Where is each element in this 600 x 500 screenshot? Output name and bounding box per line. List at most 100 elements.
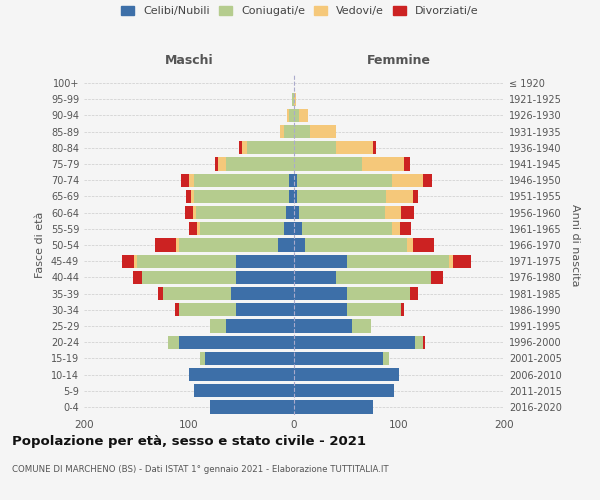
Bar — [449, 254, 452, 268]
Y-axis label: Anni di nascita: Anni di nascita — [570, 204, 580, 286]
Bar — [400, 222, 410, 235]
Bar — [294, 336, 415, 349]
Bar — [294, 384, 394, 398]
Bar — [294, 222, 302, 235]
Bar — [294, 303, 347, 316]
Bar — [297, 174, 392, 187]
Bar — [362, 158, 404, 170]
Bar — [294, 92, 296, 106]
Bar — [352, 320, 371, 332]
Bar — [284, 125, 294, 138]
Bar — [294, 141, 336, 154]
Bar — [297, 190, 386, 203]
Bar — [179, 303, 236, 316]
Bar — [294, 368, 399, 381]
Bar — [189, 174, 194, 187]
Bar — [452, 254, 472, 268]
Bar — [142, 270, 236, 284]
Bar — [294, 287, 347, 300]
Bar — [137, 254, 236, 268]
Bar — [181, 174, 189, 187]
Bar — [294, 125, 310, 138]
Bar — [305, 238, 407, 252]
Bar — [294, 238, 305, 252]
Bar — [302, 222, 392, 235]
Bar — [157, 287, 163, 300]
Bar — [386, 190, 413, 203]
Bar — [226, 158, 294, 170]
Bar — [278, 238, 294, 252]
Bar — [423, 174, 431, 187]
Bar — [294, 206, 299, 220]
Bar — [294, 174, 297, 187]
Bar — [199, 222, 284, 235]
Bar — [163, 287, 231, 300]
Text: Popolazione per età, sesso e stato civile - 2021: Popolazione per età, sesso e stato civil… — [12, 435, 366, 448]
Bar — [347, 303, 401, 316]
Bar — [299, 206, 385, 220]
Bar — [431, 270, 443, 284]
Bar — [336, 141, 373, 154]
Bar — [347, 287, 409, 300]
Bar — [176, 238, 179, 252]
Bar — [383, 352, 389, 365]
Text: Maschi: Maschi — [164, 54, 214, 68]
Bar — [336, 270, 431, 284]
Bar — [197, 222, 199, 235]
Bar — [194, 174, 289, 187]
Bar — [385, 206, 401, 220]
Bar — [289, 174, 294, 187]
Bar — [404, 158, 409, 170]
Bar — [294, 109, 299, 122]
Bar — [215, 158, 218, 170]
Y-axis label: Fasce di età: Fasce di età — [35, 212, 45, 278]
Bar — [236, 303, 294, 316]
Bar — [294, 352, 383, 365]
Bar — [210, 400, 294, 413]
Bar — [194, 190, 289, 203]
Bar — [155, 238, 176, 252]
Bar — [194, 384, 294, 398]
Bar — [423, 336, 425, 349]
Text: COMUNE DI MARCHENO (BS) - Dati ISTAT 1° gennaio 2021 - Elaborazione TUTTITALIA.I: COMUNE DI MARCHENO (BS) - Dati ISTAT 1° … — [12, 465, 389, 474]
Bar — [407, 238, 413, 252]
Bar — [186, 190, 191, 203]
Bar — [193, 206, 196, 220]
Bar — [294, 254, 347, 268]
Bar — [401, 206, 414, 220]
Bar — [236, 270, 294, 284]
Bar — [286, 206, 294, 220]
Bar — [409, 287, 418, 300]
Bar — [413, 190, 418, 203]
Bar — [239, 141, 241, 154]
Bar — [289, 109, 294, 122]
Bar — [179, 336, 294, 349]
Bar — [294, 320, 352, 332]
Bar — [205, 352, 294, 365]
Bar — [289, 190, 294, 203]
Bar — [179, 238, 278, 252]
Text: Femmine: Femmine — [367, 54, 431, 68]
Bar — [392, 222, 400, 235]
Bar — [292, 92, 294, 106]
Bar — [294, 400, 373, 413]
Bar — [299, 109, 308, 122]
Bar — [134, 254, 137, 268]
Legend: Celibi/Nubili, Coniugati/e, Vedovi/e, Divorziati/e: Celibi/Nubili, Coniugati/e, Vedovi/e, Di… — [121, 6, 479, 16]
Bar — [133, 270, 142, 284]
Bar — [294, 190, 297, 203]
Bar — [191, 190, 194, 203]
Bar — [247, 141, 294, 154]
Bar — [189, 222, 197, 235]
Bar — [401, 303, 404, 316]
Bar — [236, 254, 294, 268]
Bar — [189, 368, 294, 381]
Bar — [175, 303, 179, 316]
Bar — [210, 320, 226, 332]
Bar — [287, 109, 289, 122]
Bar — [415, 336, 423, 349]
Bar — [122, 254, 134, 268]
Bar — [218, 158, 226, 170]
Bar — [413, 238, 434, 252]
Bar — [392, 174, 423, 187]
